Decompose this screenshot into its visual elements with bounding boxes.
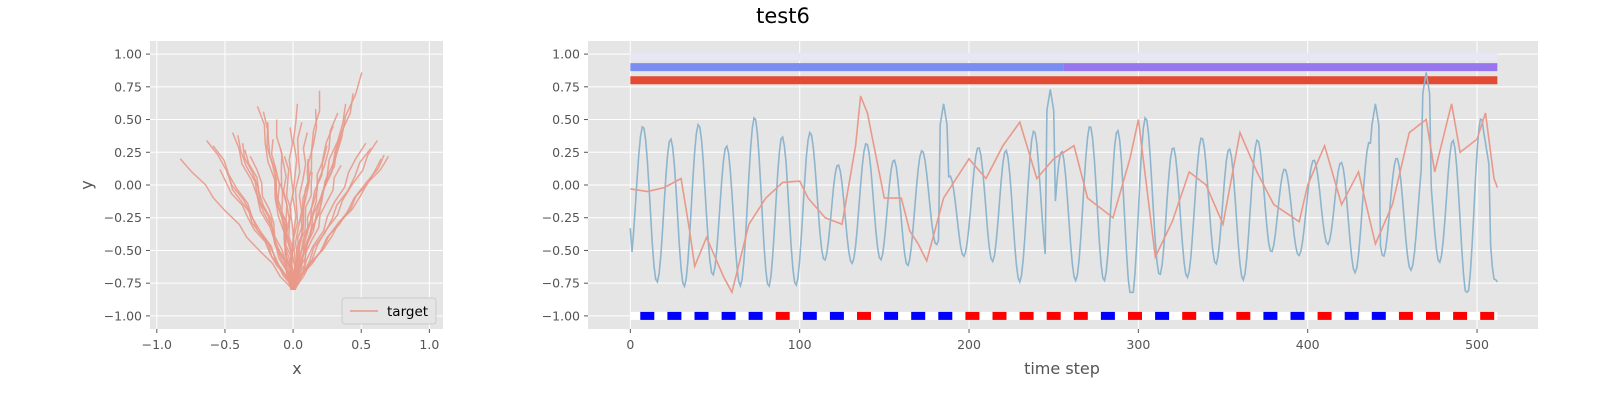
- bottom-marker-red: [992, 311, 1007, 320]
- bottom-marker-blue: [829, 311, 844, 320]
- bottom-marker-red: [1182, 311, 1197, 320]
- bottom-marker-blue: [1344, 311, 1359, 320]
- bottom-marker-red: [1019, 311, 1034, 320]
- target-trajectory-line: [249, 155, 296, 291]
- target-trajectory-line: [237, 135, 293, 290]
- bottom-marker-blue: [748, 311, 763, 320]
- left-y-tick-label: 0.00: [114, 178, 142, 193]
- right-y-tick-label: 0.50: [552, 112, 580, 127]
- bottom-marker-blue: [802, 311, 817, 320]
- bottom-marker-red: [857, 311, 871, 320]
- left-y-tick-label: −1.00: [104, 308, 142, 323]
- bottom-marker-red: [1453, 311, 1468, 320]
- right-x-tick-label: 400: [1296, 337, 1320, 352]
- left-xy-chart: −1.0 −0.5 0.0 0.5 1.0 −1.00 −0.75 −0.50 −0.25 0.0…: [77, 41, 443, 378]
- target-trajectory-line: [291, 103, 299, 290]
- bottom-marker-blue: [1290, 311, 1305, 320]
- bottom-marker-red: [1398, 311, 1413, 320]
- right-y-tick-label: −1.00: [542, 308, 580, 323]
- figure-title: test6: [756, 4, 810, 28]
- bottom-marker-blue: [1371, 311, 1386, 320]
- right-y-tick-label: −0.50: [542, 243, 580, 258]
- right-y-tick-label: 0.00: [552, 178, 580, 193]
- right-y-tick-label: 0.25: [552, 145, 580, 160]
- right-x-tick-label: 300: [1126, 337, 1150, 352]
- blue-series-line: [629, 72, 1499, 294]
- right-x-tick-label: 200: [957, 337, 981, 352]
- left-y-tick-label: 0.25: [114, 145, 142, 160]
- target-trajectory-line: [228, 178, 292, 290]
- bottom-marker-blue: [1100, 311, 1115, 320]
- left-y-tick-label: −0.50: [104, 243, 142, 258]
- target-trajectory-line: [292, 171, 313, 290]
- left-x-tick-label: 1.0: [419, 337, 439, 352]
- left-y-tick-label: 0.75: [114, 79, 142, 94]
- left-y-axis-label: y: [77, 180, 96, 189]
- bottom-marker-red: [965, 311, 980, 320]
- left-y-tick-label: −0.25: [104, 210, 142, 225]
- bottom-marker-red: [1317, 311, 1332, 320]
- right-y-tick-label: −0.25: [542, 210, 580, 225]
- right-y-tick-label: −0.75: [542, 276, 580, 291]
- target-trajectory-line: [179, 158, 294, 291]
- right-x-axis-label: time step: [1024, 359, 1100, 378]
- target-trajectory-line: [288, 127, 296, 290]
- right-top-bands: [630, 52, 1498, 85]
- target-trajectory-line: [266, 122, 294, 290]
- bottom-marker-red: [1236, 311, 1251, 320]
- bottom-marker-blue: [640, 311, 655, 320]
- bottom-marker-blue: [1263, 311, 1278, 320]
- right-y-tick-label: 0.75: [552, 79, 580, 94]
- legend: target: [341, 297, 437, 325]
- left-x-tick-label: −1.0: [142, 337, 172, 352]
- target-trajectory-line: [219, 168, 293, 290]
- target-trajectory-line: [292, 145, 328, 290]
- bottom-marker-red: [1073, 311, 1088, 320]
- bottom-marker-red: [1128, 311, 1142, 320]
- left-y-tick-label: −0.75: [104, 276, 142, 291]
- target-trajectory-line: [231, 132, 295, 290]
- right-x-tick-label: 500: [1465, 337, 1489, 352]
- target-trajectory-line: [291, 140, 378, 291]
- bottom-marker-blue: [721, 311, 736, 320]
- bottom-marker-red: [1426, 311, 1440, 320]
- right-bottom-markers: [630, 311, 1498, 320]
- right-timeseries-chart: 0 100 200 300 400 500 −1.00 −0.75 −0.50 −0.25 0.00…: [542, 41, 1538, 378]
- left-plot-lines: [179, 72, 390, 291]
- legend-label-target: target: [387, 304, 428, 320]
- bottom-marker-red: [1480, 311, 1495, 320]
- target-trajectory-line: [291, 165, 342, 291]
- right-y-tick-label: 1.00: [552, 47, 580, 62]
- bottom-marker-red: [775, 311, 790, 320]
- bottom-marker-red: [1046, 311, 1061, 320]
- bottom-marker-blue: [938, 311, 953, 320]
- right-x-tick-label: 0: [626, 337, 634, 352]
- legend-box: [341, 297, 437, 325]
- target-trajectory-line: [290, 122, 303, 290]
- bottom-marker-blue: [911, 311, 926, 320]
- left-x-tick-label: 0.0: [283, 337, 303, 352]
- left-tick-labels: −1.0 −0.5 0.0 0.5 1.0 −1.00 −0.75 −0.50 −0.25 0.0…: [104, 47, 440, 352]
- target-trajectory-line: [283, 155, 296, 290]
- left-y-tick-label: 0.50: [114, 112, 142, 127]
- left-y-tick-label: 1.00: [114, 47, 142, 62]
- bottom-marker-blue: [884, 311, 899, 320]
- target-trajectory-line: [294, 90, 321, 290]
- left-x-tick-label: 0.5: [351, 337, 371, 352]
- bottom-marker-blue: [667, 311, 682, 320]
- target-trajectory-line: [292, 72, 363, 290]
- right-tick-labels: 0 100 200 300 400 500 −1.00 −0.75 −0.50 −0.25 0.00…: [542, 47, 1489, 352]
- right-plot-lines: [629, 72, 1499, 295]
- bottom-marker-blue: [694, 311, 709, 320]
- red-series-line: [630, 95, 1499, 295]
- bottom-marker-blue: [1209, 311, 1224, 320]
- bottom-marker-blue: [1155, 311, 1170, 320]
- left-x-axis-label: x: [292, 359, 301, 378]
- right-x-tick-label: 100: [788, 337, 812, 352]
- target-trajectory-line: [293, 155, 390, 291]
- left-x-tick-label: −0.5: [210, 337, 240, 352]
- target-trajectory-line: [276, 178, 296, 291]
